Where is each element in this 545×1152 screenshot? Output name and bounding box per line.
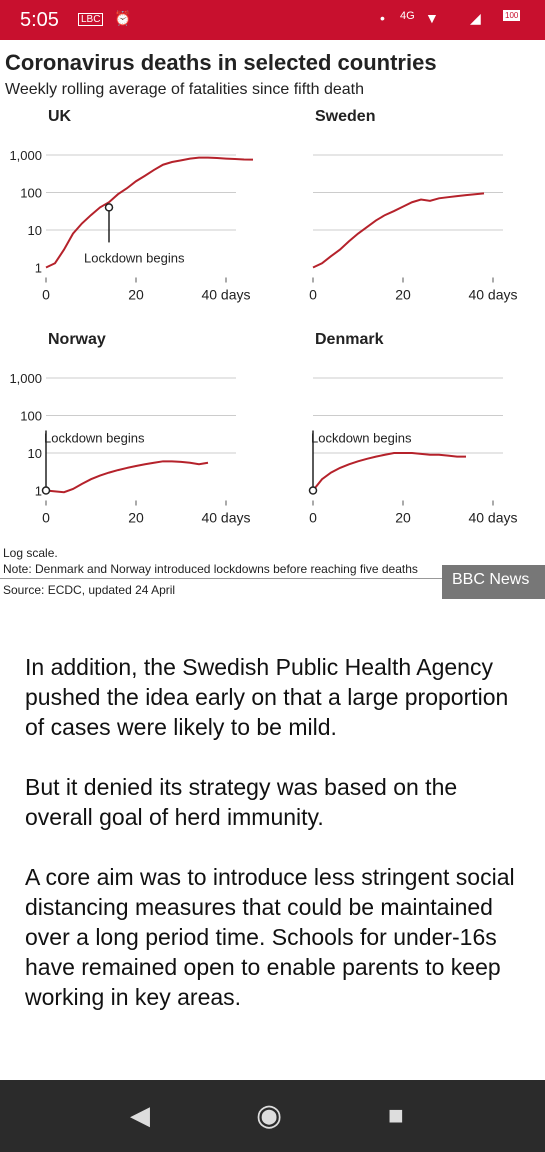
signal-icon: ◢ bbox=[470, 10, 481, 26]
clock: 5:05 bbox=[20, 9, 59, 31]
x-tick-label: 0 bbox=[42, 287, 50, 303]
y-tick-label: 100 bbox=[20, 186, 42, 201]
annotation-label: Lockdown begins bbox=[311, 431, 412, 446]
panel-title: Sweden bbox=[315, 108, 375, 125]
alarm-icon: ⏰ bbox=[114, 10, 132, 26]
network-label: 4G bbox=[400, 10, 415, 22]
figure-subtitle: Weekly rolling average of fatalities sin… bbox=[5, 81, 365, 98]
x-tick-label: 0 bbox=[42, 510, 50, 526]
y-tick-label: 1 bbox=[35, 261, 42, 276]
series-line bbox=[45, 156, 254, 269]
brand-label: BBC News bbox=[452, 571, 530, 588]
x-tick-label: 20 bbox=[395, 287, 411, 303]
x-tick-label: 0 bbox=[309, 510, 317, 526]
paragraph-2: But it denied its strategy was based on … bbox=[25, 774, 458, 830]
lbc-badge-icon: LBC bbox=[78, 13, 104, 26]
notification-dot-icon: • bbox=[380, 10, 385, 26]
x-tick-label: 20 bbox=[128, 287, 144, 303]
y-tick-label: 1,000 bbox=[9, 371, 42, 386]
panel-title: UK bbox=[48, 108, 72, 125]
series-line bbox=[312, 452, 466, 492]
series-line bbox=[312, 192, 485, 269]
x-tick-label: 40 days bbox=[468, 510, 517, 526]
lockdown-marker bbox=[308, 486, 318, 495]
x-tick-label: 20 bbox=[128, 510, 144, 526]
annotation-label: Lockdown begins bbox=[44, 431, 145, 446]
x-tick-label: 40 days bbox=[201, 510, 250, 526]
note-log-scale: Log scale. bbox=[3, 546, 58, 560]
lockdown-marker bbox=[41, 486, 51, 495]
status-bar: 5:05 LBC ⏰ • 4G ▼ ◢ 100 bbox=[0, 0, 545, 40]
chart-figure: Coronavirus deaths in selected countries… bbox=[0, 40, 545, 610]
article-body: In addition, the Swedish Public Health A… bbox=[25, 652, 525, 1042]
x-tick-label: 40 days bbox=[468, 287, 517, 303]
y-tick-label: 1,000 bbox=[9, 148, 42, 163]
back-icon[interactable]: ◀ bbox=[130, 1100, 150, 1130]
lockdown-marker bbox=[104, 203, 114, 212]
bbc-news-logo: BBC News bbox=[442, 565, 545, 599]
y-tick-label: 1 bbox=[35, 484, 42, 499]
paragraph-1: In addition, the Swedish Public Health A… bbox=[25, 654, 509, 740]
figure-title: Coronavirus deaths in selected countries bbox=[5, 50, 437, 75]
y-tick-label: 100 bbox=[20, 409, 42, 424]
note-lockdown: Note: Denmark and Norway introduced lock… bbox=[3, 562, 418, 576]
panel-title: Denmark bbox=[315, 331, 384, 348]
annotation-label: Lockdown begins bbox=[84, 250, 185, 265]
y-tick-label: 10 bbox=[28, 446, 42, 461]
x-tick-label: 40 days bbox=[201, 287, 250, 303]
x-tick-label: 0 bbox=[309, 287, 317, 303]
y-tick-label: 10 bbox=[28, 223, 42, 238]
divider bbox=[0, 578, 470, 579]
series-line bbox=[45, 460, 209, 494]
x-tick-label: 20 bbox=[395, 510, 411, 526]
paragraph-3: A core aim was to introduce less stringe… bbox=[25, 864, 515, 1010]
home-icon[interactable]: ◉ bbox=[256, 1099, 283, 1132]
battery-icon: 100 bbox=[503, 10, 521, 21]
source-note: Source: ECDC, updated 24 April bbox=[3, 583, 176, 597]
recents-icon[interactable]: ■ bbox=[388, 1100, 404, 1130]
navigation-bar: ◀ ◉ ■ bbox=[0, 1080, 545, 1152]
panel-title: Norway bbox=[48, 331, 106, 348]
wifi-icon: ▼ bbox=[425, 10, 439, 26]
